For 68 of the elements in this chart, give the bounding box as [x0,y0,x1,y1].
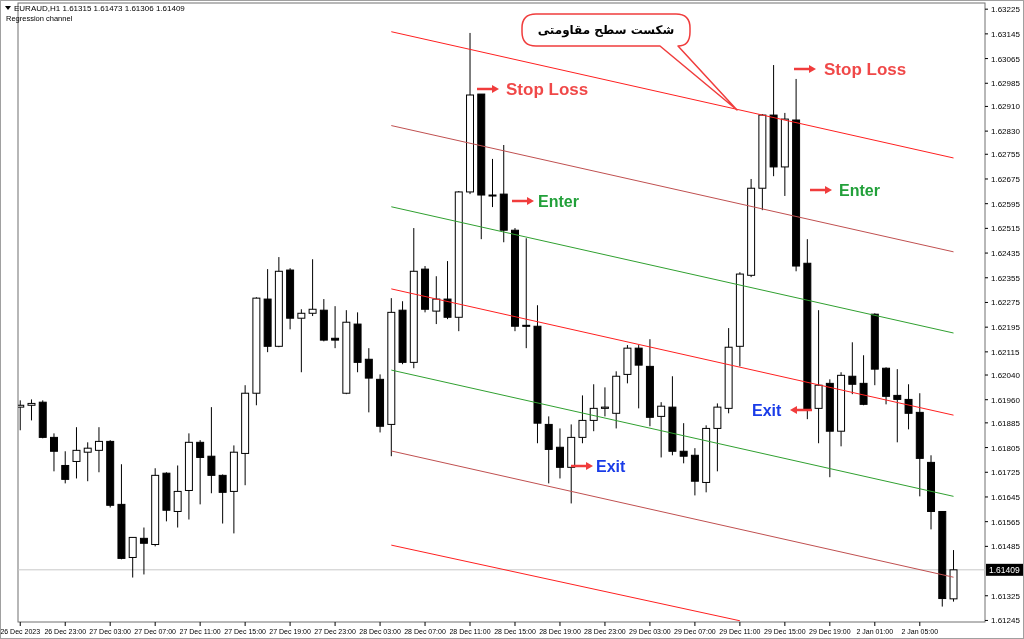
y-tick-label: 1.62355 [991,273,1021,283]
candlestick [848,341,857,395]
candlestick [308,258,317,317]
y-tick-label: 1.61325 [991,591,1021,601]
annotation: Stop Loss [824,60,907,80]
y-tick-label: 1.62985 [991,79,1021,89]
ref-line-label: 1.61409 [989,564,1020,575]
annotation: Exit [752,401,783,419]
y-tick-label: 1.61485 [991,542,1021,552]
candlestick [634,344,643,409]
y-tick-label: 1.61565 [991,517,1021,527]
y-tick-label: 1.62675 [991,174,1021,184]
candlestick [18,399,25,431]
candlestick [331,305,340,349]
candlestick [218,473,227,525]
chart-title: EURAUD,H1 1.61315 1.61473 1.61306 1.61409 [14,4,186,13]
candlestick [657,401,666,458]
candlestick [522,237,531,349]
candlestick [488,158,497,208]
candlestick [443,260,452,320]
candlestick [432,275,441,325]
y-tick-label: 1.61725 [991,468,1021,478]
candlestick [61,450,70,484]
candlestick [814,309,823,444]
candlestick [297,308,306,373]
candlestick [589,383,598,432]
y-tick-label: 1.62910 [991,102,1021,112]
candlestick [83,441,92,482]
candlestick [207,406,216,494]
annotation: Enter [538,192,579,210]
candlestick [50,432,58,472]
candlestick [578,394,587,444]
candlestick [94,426,103,473]
y-tick-label: 1.62115 [991,347,1020,357]
y-tick-label: 1.62755 [991,150,1021,160]
candlestick [173,464,182,529]
candlestick [904,383,913,430]
y-tick-label: 1.61245 [991,616,1021,626]
candlestick [893,368,902,443]
y-tick-label: 1.62830 [991,127,1021,137]
y-tick-label: 1.63065 [991,54,1021,64]
candlestick [859,354,868,406]
candlestick [128,536,137,579]
y-tick-label: 1.61805 [991,443,1021,453]
y-tick-label: 1.62435 [991,249,1021,259]
annotation: Enter [839,181,880,199]
annotation: Exit [596,457,627,475]
annotation: شکست سطح مقاومتی [537,23,675,38]
candlestick [713,402,722,472]
y-tick-label: 1.62195 [991,323,1021,333]
candlestick [139,527,148,575]
y-tick-label: 1.62515 [991,224,1021,234]
y-tick-label: 1.63145 [991,29,1021,39]
y-tick-label: 1.61885 [991,418,1021,428]
candlestick [196,439,205,505]
y-tick-label: 1.62040 [991,371,1021,381]
y-tick-label: 1.62595 [991,199,1021,209]
candlestick [679,422,688,464]
candlestick [72,426,81,479]
candlestick [600,386,609,417]
candlestick [555,427,564,479]
y-tick-label: 1.62275 [991,298,1021,308]
candlestick [364,347,373,413]
y-tick-label: 1.61960 [991,395,1021,405]
y-tick-label: 1.63225 [991,5,1021,15]
annotation: Stop Loss [506,80,589,100]
candlestick [27,398,36,421]
y-tick-label: 1.61645 [991,492,1021,502]
